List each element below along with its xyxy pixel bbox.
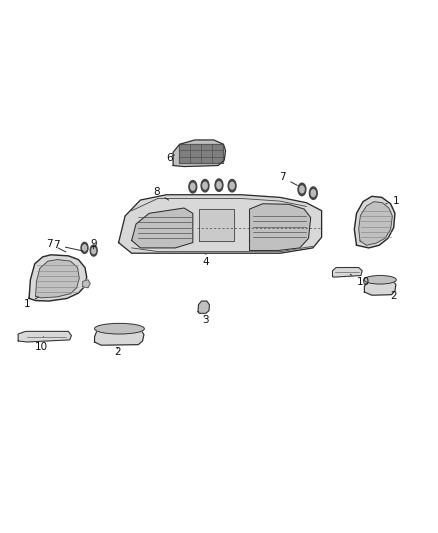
Ellipse shape <box>217 182 221 189</box>
Text: 4: 4 <box>203 254 209 267</box>
Ellipse shape <box>83 245 86 251</box>
Polygon shape <box>359 201 392 245</box>
Text: 1: 1 <box>24 297 39 309</box>
Polygon shape <box>173 140 226 166</box>
Ellipse shape <box>230 182 234 189</box>
Text: 9: 9 <box>90 239 97 249</box>
Text: 2: 2 <box>390 291 397 301</box>
Text: 1: 1 <box>386 196 399 206</box>
Ellipse shape <box>95 324 145 334</box>
Polygon shape <box>29 255 87 301</box>
Polygon shape <box>95 328 144 345</box>
Polygon shape <box>179 144 223 163</box>
Ellipse shape <box>364 276 396 284</box>
Ellipse shape <box>92 247 95 254</box>
Text: 7: 7 <box>279 172 297 185</box>
Text: 10: 10 <box>350 274 370 287</box>
Text: 7: 7 <box>46 239 66 252</box>
Ellipse shape <box>309 187 317 199</box>
Text: 3: 3 <box>202 314 208 325</box>
Polygon shape <box>18 332 71 342</box>
Ellipse shape <box>189 181 197 193</box>
Text: 8: 8 <box>153 187 169 200</box>
Polygon shape <box>83 280 90 288</box>
Polygon shape <box>35 260 79 298</box>
Ellipse shape <box>215 179 223 191</box>
Polygon shape <box>119 195 321 253</box>
Ellipse shape <box>300 186 304 193</box>
Polygon shape <box>199 209 234 241</box>
Polygon shape <box>354 196 395 248</box>
Polygon shape <box>364 279 396 295</box>
Ellipse shape <box>203 182 207 189</box>
Polygon shape <box>132 208 193 248</box>
Polygon shape <box>250 204 311 251</box>
Text: 7: 7 <box>53 240 83 251</box>
Ellipse shape <box>298 183 306 196</box>
Text: 6: 6 <box>166 152 174 163</box>
Ellipse shape <box>191 183 195 190</box>
Text: 10: 10 <box>35 337 48 352</box>
Polygon shape <box>198 301 209 313</box>
Ellipse shape <box>90 245 97 256</box>
Ellipse shape <box>201 180 209 192</box>
Ellipse shape <box>81 243 88 253</box>
Text: 2: 2 <box>114 346 121 357</box>
Ellipse shape <box>228 180 236 192</box>
Polygon shape <box>332 268 362 277</box>
Ellipse shape <box>311 190 315 197</box>
